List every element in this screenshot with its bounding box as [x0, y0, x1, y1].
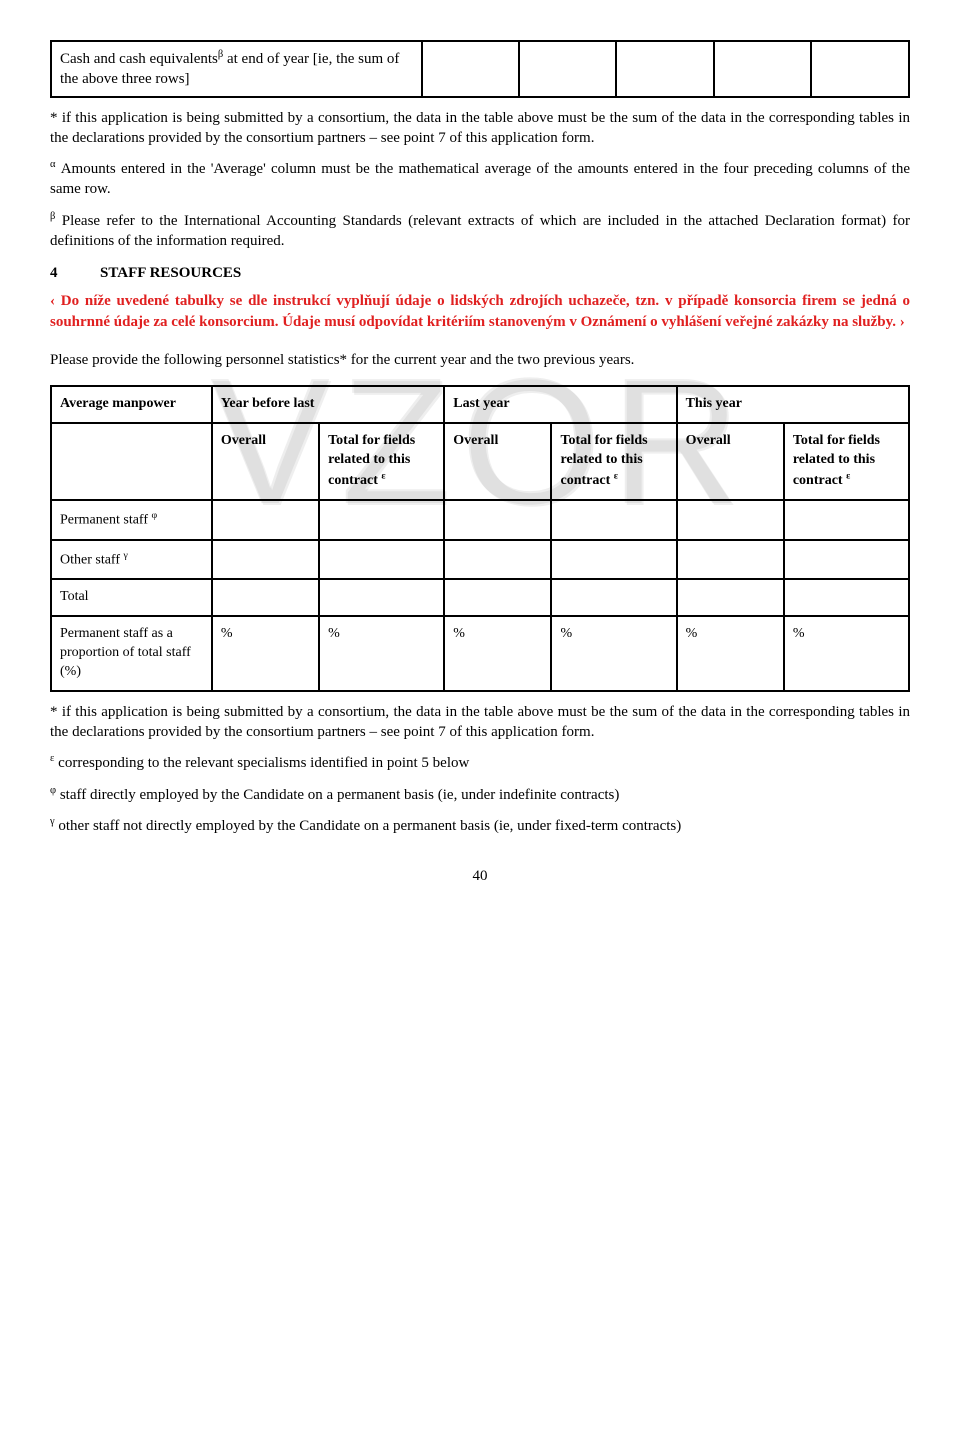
note-phi: φ staff directly employed by the Candida… [50, 784, 910, 805]
note-gamma: γ other staff not directly employed by t… [50, 815, 910, 836]
table-row: Cash and cash equivalentsβ at end of yea… [51, 41, 909, 97]
row-label-head: Cash and cash equivalents [60, 51, 218, 67]
row-permanent: Permanent staff φ [51, 500, 909, 540]
pct-cell: % [444, 616, 551, 691]
section-4-heading: 4STAFF RESOURCES [50, 263, 910, 283]
pct-cell: % [319, 616, 444, 691]
hdr-overall-1: Overall [212, 423, 319, 500]
page-number: 40 [50, 866, 910, 886]
alpha-text: Amounts entered in the 'Average' column … [50, 161, 910, 197]
manpower-intro: Please provide the following personnel s… [50, 350, 910, 370]
hdr-ty: This year [677, 386, 909, 423]
cash-equiv-table: Cash and cash equivalentsβ at end of yea… [50, 40, 910, 98]
note-eps: ε corresponding to the relevant speciali… [50, 752, 910, 773]
section-num: 4 [50, 263, 100, 283]
gamma-text: other staff not directly employed by the… [55, 818, 682, 834]
hdr-overall-3: Overall [677, 423, 784, 500]
hdr-fields-1: Total for fields related to this contrac… [319, 423, 444, 500]
hdr-fields-2: Total for fields related to this contrac… [551, 423, 676, 500]
row-other: Other staff γ [51, 540, 909, 580]
cell-permprop-label: Permanent staff as a proportion of total… [51, 616, 212, 691]
hdr-fields-3: Total for fields related to this contrac… [784, 423, 909, 500]
eps-text: corresponding to the relevant specialism… [54, 755, 469, 771]
hdr-ybl: Year before last [212, 386, 444, 423]
manpower-table: Average manpower Year before last Last y… [50, 385, 910, 692]
pct-cell: % [212, 616, 319, 691]
red-instructions: ‹ Do níže uvedené tabulky se dle instruk… [50, 291, 910, 332]
phi-text: staff directly employed by the Candidate… [56, 787, 619, 803]
note-beta: β Please refer to the International Acco… [50, 210, 910, 252]
note-alpha: α Amounts entered in the 'Average' colum… [50, 158, 910, 200]
cell-total-label: Total [51, 579, 212, 616]
pct-cell: % [677, 616, 784, 691]
cell-other-label: Other staff γ [51, 540, 212, 580]
note-star-1: * if this application is being submitted… [50, 108, 910, 149]
hdr-overall-2: Overall [444, 423, 551, 500]
row-total: Total [51, 579, 909, 616]
row-perm-prop: Permanent staff as a proportion of total… [51, 616, 909, 691]
hdr-ly: Last year [444, 386, 676, 423]
beta-text: Please refer to the International Accoun… [50, 213, 910, 249]
header-row-1: Average manpower Year before last Last y… [51, 386, 909, 423]
pct-cell: % [784, 616, 909, 691]
note-star-2: * if this application is being submitted… [50, 702, 910, 743]
hdr-avg: Average manpower [51, 386, 212, 423]
pct-cell: % [551, 616, 676, 691]
section-title: STAFF RESOURCES [100, 265, 241, 281]
header-row-2: Overall Total for fields related to this… [51, 423, 909, 500]
cell-perm-label: Permanent staff φ [51, 500, 212, 540]
